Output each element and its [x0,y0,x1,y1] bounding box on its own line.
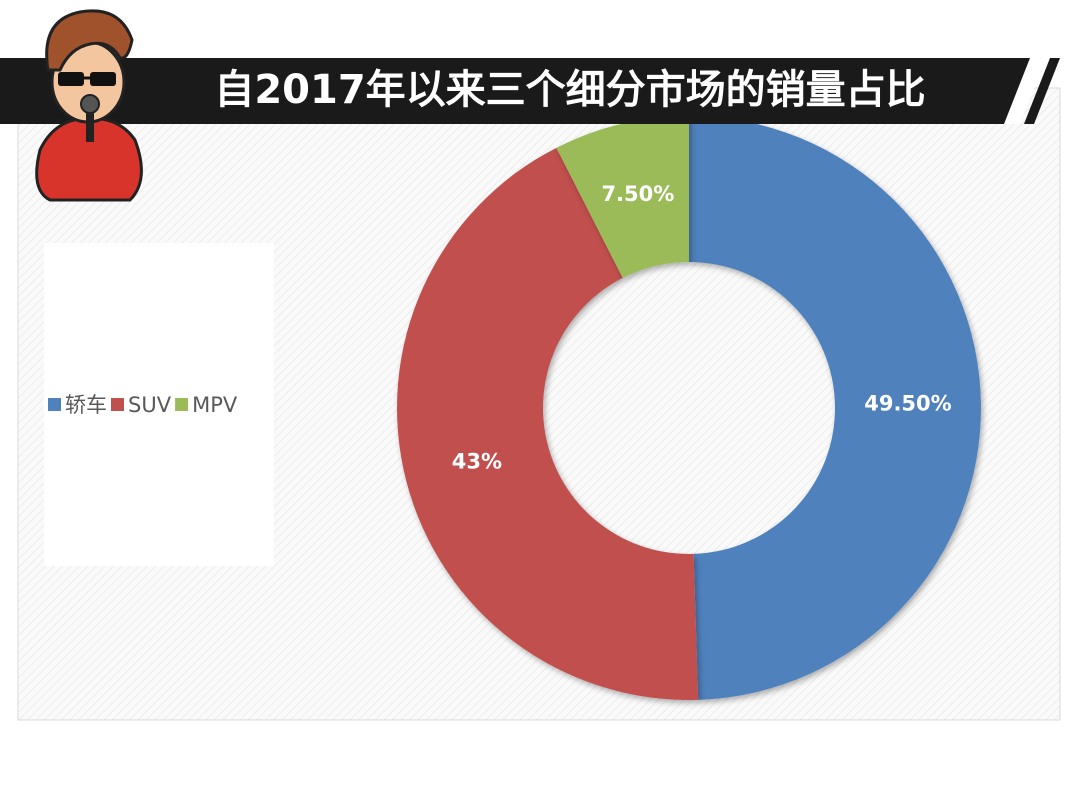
chart-title: 自2017年以来三个细分市场的销量占比 [214,67,925,113]
legend: 轿车 SUV MPV [48,393,238,417]
data-label: 49.50% [864,392,951,416]
donut-segment [689,116,981,700]
title-stripe [1024,58,1060,124]
title-stripe [1004,58,1046,124]
legend-box [44,243,274,566]
donut-segment [397,147,699,700]
data-label: 43% [452,449,502,473]
legend-label: SUV [128,393,172,417]
legend-label: MPV [192,393,238,417]
donut-segment [556,116,689,278]
avatar [35,9,143,202]
legend-label: 轿车 [65,393,107,417]
data-label: 7.50% [601,182,674,206]
legend-swatch [48,398,61,411]
title-bar [0,58,1040,124]
legend-swatch [175,398,189,411]
donut: 49.50% 43% 7.50% [397,116,981,700]
legend-swatch [111,398,124,411]
